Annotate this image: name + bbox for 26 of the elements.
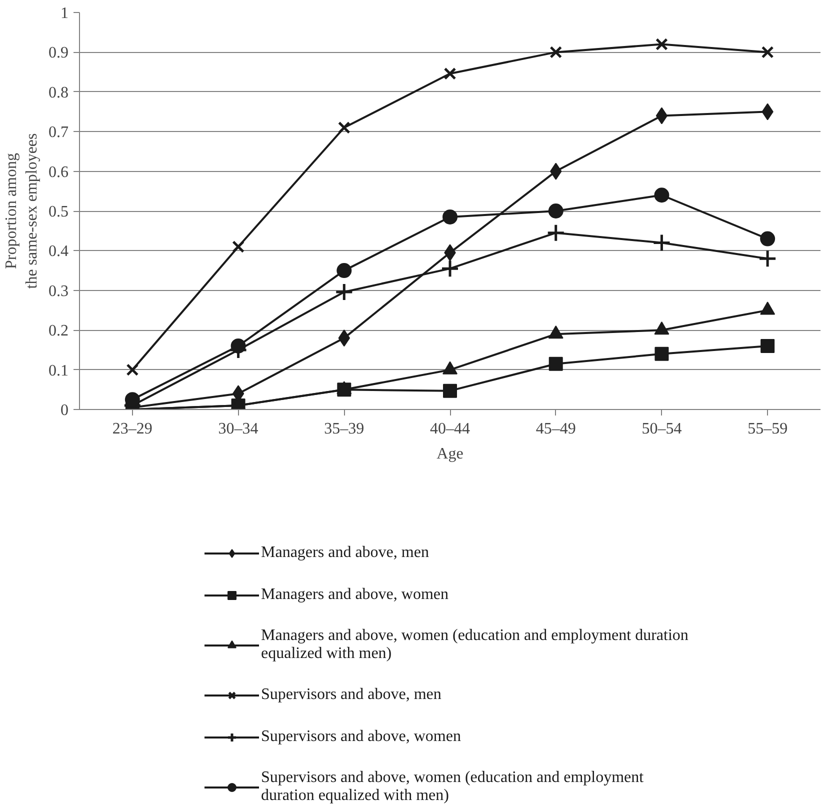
x-tick-label: 35–39 <box>324 420 364 438</box>
y-tick-label: 0.5 <box>48 204 68 220</box>
y-tick-label: 0.9 <box>48 44 68 62</box>
y-tick-label: 0.4 <box>48 243 68 260</box>
x-tick-label: 23–29 <box>112 420 152 438</box>
legend-label: Supervisors and above, women (education and employment duration equalized with men) <box>261 769 644 805</box>
y-tick-label: 0.3 <box>48 282 68 300</box>
y-axis-title: Proportion among the same-sex employees <box>3 133 40 289</box>
legend-label: Supervisors and above, women <box>261 728 461 746</box>
x-axis-title: Age <box>436 446 464 462</box>
x-tick-label: 50–54 <box>642 420 682 438</box>
legend-label: Managers and above, women <box>261 586 448 604</box>
legend-label: Managers and above, men <box>261 544 429 562</box>
y-tick-label: 0.8 <box>48 84 68 102</box>
y-tick-label: 0.2 <box>48 322 68 340</box>
legend-label: Supervisors and above, men <box>261 686 442 704</box>
x-tick-label: 45–49 <box>536 420 576 438</box>
y-tick-label: 0.1 <box>48 362 68 380</box>
y-tick-label: 1 <box>60 5 68 22</box>
legend-label: Managers and above, women (education and employment duration equalized with men) <box>261 627 688 663</box>
y-tick-label: 0.6 <box>48 164 68 181</box>
y-tick-label: 0 <box>60 402 68 419</box>
y-tick-label: 0.7 <box>48 124 68 142</box>
x-tick-label: 40–44 <box>430 420 470 438</box>
x-tick-label: 30–34 <box>218 420 258 438</box>
x-tick-label: 55–59 <box>748 420 788 438</box>
